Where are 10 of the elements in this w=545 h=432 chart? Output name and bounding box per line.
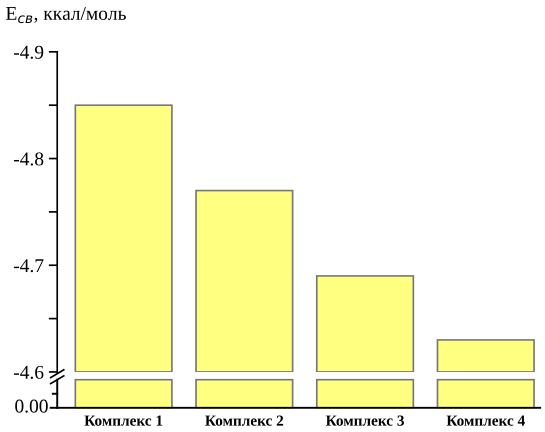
y-tick-label: -4.7 bbox=[14, 259, 44, 272]
x-tick-label: Комплекс 3 bbox=[326, 415, 404, 426]
text: 0.00 bbox=[15, 400, 48, 413]
x-tick-label: Комплекс 2 bbox=[205, 415, 284, 426]
x-tick-label: Комплекс 1 bbox=[84, 416, 162, 426]
x-tick-label: Комплекс 4 bbox=[446, 416, 525, 426]
y-tick-label: -4.8 bbox=[14, 152, 44, 166]
y-axis-title: E$_{св}$, ккал/моль bbox=[6, 6, 126, 24]
y-tick-label: -4.6 bbox=[14, 366, 44, 379]
y-tick-label: -4.9 bbox=[14, 46, 44, 59]
